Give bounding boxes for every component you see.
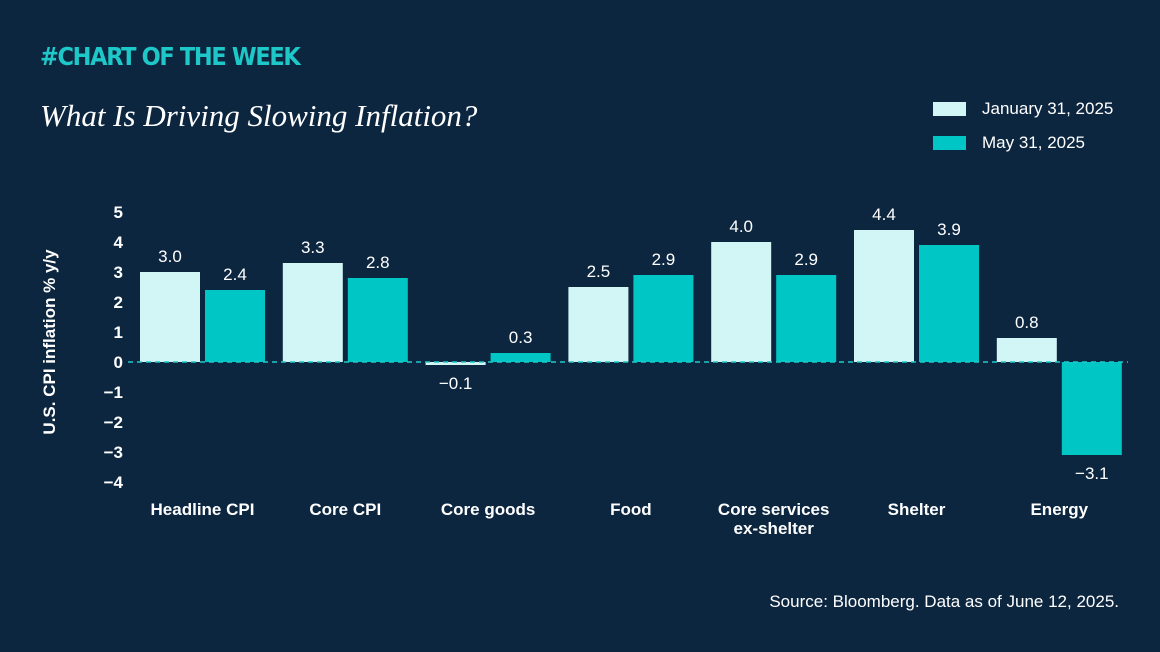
- chart-legend: January 31, 2025 May 31, 2025: [933, 98, 1113, 166]
- bar-may: [1061, 362, 1122, 455]
- bar-value-label: −3.1: [1075, 464, 1109, 483]
- y-tick-label: −3: [104, 443, 123, 462]
- bar-value-label: 2.8: [366, 253, 390, 272]
- chart-kicker: #CHART OF THE WEEK: [40, 42, 301, 71]
- bar-january: [282, 263, 343, 362]
- bar-january: [711, 242, 772, 362]
- bar-january: [996, 338, 1057, 362]
- bar-value-label: −0.1: [439, 374, 473, 393]
- bar-value-label: 3.0: [158, 247, 182, 266]
- chart-title: What Is Driving Slowing Inflation?: [40, 98, 478, 133]
- y-tick-label: 3: [114, 263, 123, 282]
- y-tick-label: 4: [114, 233, 124, 252]
- x-category-label: Core CPI: [309, 500, 381, 519]
- legend-label-may: May 31, 2025: [982, 133, 1086, 152]
- bar-value-label: 3.3: [301, 238, 325, 257]
- y-tick-label: −1: [104, 383, 123, 402]
- x-category-label: Core goods: [441, 500, 535, 519]
- legend-label-january: January 31, 2025: [982, 99, 1114, 118]
- y-tick-label: 0: [114, 353, 123, 372]
- bar-value-label: 2.9: [794, 250, 818, 269]
- bar-may: [919, 245, 979, 362]
- x-category-label: Headline CPI: [151, 500, 255, 519]
- bar-january: [425, 362, 486, 365]
- bar-may: [776, 275, 837, 362]
- y-tick-label: 1: [114, 323, 123, 342]
- bar-value-label: 0.8: [1015, 313, 1039, 332]
- bar-value-label: 2.5: [587, 262, 611, 281]
- legend-swatch-may: [933, 136, 966, 150]
- bar-may: [633, 275, 694, 362]
- bar-value-label: 0.3: [509, 328, 533, 347]
- x-category-label: Food: [610, 500, 652, 519]
- bar-value-label: 4.0: [729, 217, 753, 236]
- legend-item-january: January 31, 2025: [933, 98, 1113, 120]
- bar-january: [854, 230, 914, 362]
- x-category-label: Energy: [1030, 500, 1088, 519]
- y-tick-label: 2: [114, 293, 123, 312]
- y-tick-label: −4: [104, 473, 124, 492]
- source-note: Source: Bloomberg. Data as of June 12, 2…: [769, 592, 1119, 611]
- bar-may: [205, 290, 265, 362]
- bar-value-label: 3.9: [937, 220, 961, 239]
- y-tick-label: −2: [104, 413, 123, 432]
- y-tick-label: 5: [114, 203, 123, 222]
- bar-january: [568, 287, 629, 362]
- legend-swatch-january: [933, 102, 966, 116]
- x-category-label: Core services ex-shelter: [718, 500, 830, 538]
- legend-item-may: May 31, 2025: [933, 132, 1113, 154]
- bar-value-label: 4.4: [872, 205, 896, 224]
- bar-may: [347, 278, 408, 362]
- bar-value-label: 2.4: [223, 265, 247, 284]
- y-axis-title: U.S. CPI inflation % y/y: [40, 249, 59, 435]
- bar-value-label: 2.9: [652, 250, 676, 269]
- bar-january: [140, 272, 200, 362]
- x-category-label: Shelter: [888, 500, 946, 519]
- bar-may: [490, 353, 551, 362]
